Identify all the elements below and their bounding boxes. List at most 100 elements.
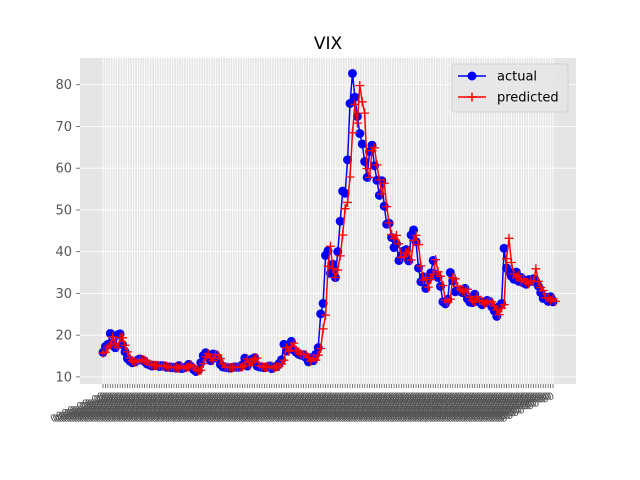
- actual-point: [357, 139, 367, 149]
- predicted-point: [350, 99, 360, 109]
- predicted-point: [506, 258, 516, 268]
- actual-point: [409, 225, 419, 235]
- predicted-point: [372, 160, 382, 170]
- predicted-point: [384, 218, 394, 228]
- predicted-point: [318, 324, 328, 334]
- actual-point: [355, 129, 365, 139]
- predicted-point: [323, 261, 333, 271]
- y-tick-label: 80: [55, 78, 72, 93]
- predicted-point: [426, 275, 436, 285]
- actual-point: [345, 98, 355, 108]
- predicted-point: [100, 347, 110, 357]
- actual-point: [335, 216, 345, 226]
- predicted-point: [369, 143, 379, 153]
- predicted-point: [499, 300, 509, 310]
- predicted-point: [328, 263, 338, 273]
- predicted-point: [538, 285, 548, 295]
- predicted-point: [377, 189, 387, 199]
- y-axis: 10 20 30 40 50 60 70 80: [55, 78, 80, 385]
- predicted-point: [289, 338, 299, 348]
- series-layer: [98, 68, 560, 376]
- predicted-point: [438, 280, 448, 290]
- predicted-point: [335, 251, 345, 261]
- actual-point: [499, 243, 509, 253]
- legend-predicted-marker: [467, 92, 477, 102]
- predicted-point: [423, 282, 433, 292]
- y-tick-label: 60: [55, 162, 72, 177]
- actual-point: [340, 188, 350, 198]
- y-tick-label: 50: [55, 203, 72, 218]
- predicted-point: [502, 254, 512, 264]
- predicted-point: [352, 118, 362, 128]
- actual-point: [360, 157, 370, 167]
- predicted-point: [245, 361, 255, 371]
- predicted-point: [357, 97, 367, 107]
- predicted-point: [110, 338, 120, 348]
- y-tick-label: 20: [55, 329, 72, 344]
- predicted-point: [284, 346, 294, 356]
- predicted-point: [279, 355, 289, 365]
- chart-title: VIX: [314, 34, 343, 54]
- x-axis: 0000-00-000000-00-000000-00-000000-00-00…: [49, 384, 556, 425]
- actual-point: [347, 68, 357, 78]
- legend-actual-marker: [467, 71, 477, 81]
- predicted-point: [504, 233, 514, 243]
- actual-point: [445, 268, 455, 278]
- predicted-point: [462, 284, 472, 294]
- predicted-point: [122, 347, 132, 357]
- legend: actual predicted: [451, 63, 569, 113]
- y-tick-label: 30: [55, 287, 72, 302]
- predicted-point: [409, 235, 419, 245]
- predicted-point: [406, 255, 416, 265]
- predicted-point: [343, 197, 353, 207]
- predicted-point: [494, 310, 504, 320]
- predicted-point: [118, 333, 128, 343]
- predicted-point: [492, 305, 502, 315]
- predicted-point: [198, 359, 208, 369]
- y-tick-label: 10: [55, 370, 72, 385]
- predicted-point: [345, 172, 355, 182]
- predicted-point: [421, 273, 431, 283]
- predicted-point: [379, 178, 389, 188]
- predicted-point: [445, 294, 455, 304]
- predicted-point: [208, 356, 218, 366]
- predicted-point: [394, 239, 404, 249]
- predicted-point: [321, 310, 331, 320]
- predicted-point: [338, 230, 348, 240]
- predicted-point: [105, 340, 115, 350]
- predicted-point: [120, 340, 130, 350]
- predicted-point: [113, 343, 123, 353]
- predicted-point: [362, 164, 372, 174]
- actual-point: [343, 155, 353, 165]
- y-tick-label: 40: [55, 245, 72, 260]
- predicted-point: [416, 261, 426, 271]
- predicted-point: [514, 270, 524, 280]
- predicted-point: [365, 172, 375, 182]
- actual-point: [316, 309, 326, 319]
- predicted-point: [360, 108, 370, 118]
- predicted-point: [311, 355, 321, 365]
- predicted-point: [330, 273, 340, 283]
- predicted-point: [108, 332, 118, 342]
- predicted-point: [355, 81, 365, 91]
- predicted-point: [347, 128, 357, 138]
- predicted-point: [196, 365, 206, 375]
- predicted-point: [533, 276, 543, 286]
- predicted-point: [550, 296, 560, 306]
- predicted-point: [411, 230, 421, 240]
- predicted-point: [433, 267, 443, 277]
- legend-actual-label: actual: [497, 70, 537, 85]
- predicted-point: [313, 350, 323, 360]
- grid-lines: [80, 58, 576, 384]
- predicted-point: [382, 202, 392, 212]
- predicted-point: [391, 230, 401, 240]
- predicted-point: [252, 353, 262, 363]
- predicted-point: [333, 265, 343, 275]
- predicted-point: [450, 274, 460, 284]
- predicted-point: [316, 344, 326, 354]
- predicted-point: [436, 271, 445, 281]
- y-tick-label: 70: [55, 120, 72, 135]
- predicted-point: [340, 204, 350, 214]
- predicted-point: [374, 175, 384, 185]
